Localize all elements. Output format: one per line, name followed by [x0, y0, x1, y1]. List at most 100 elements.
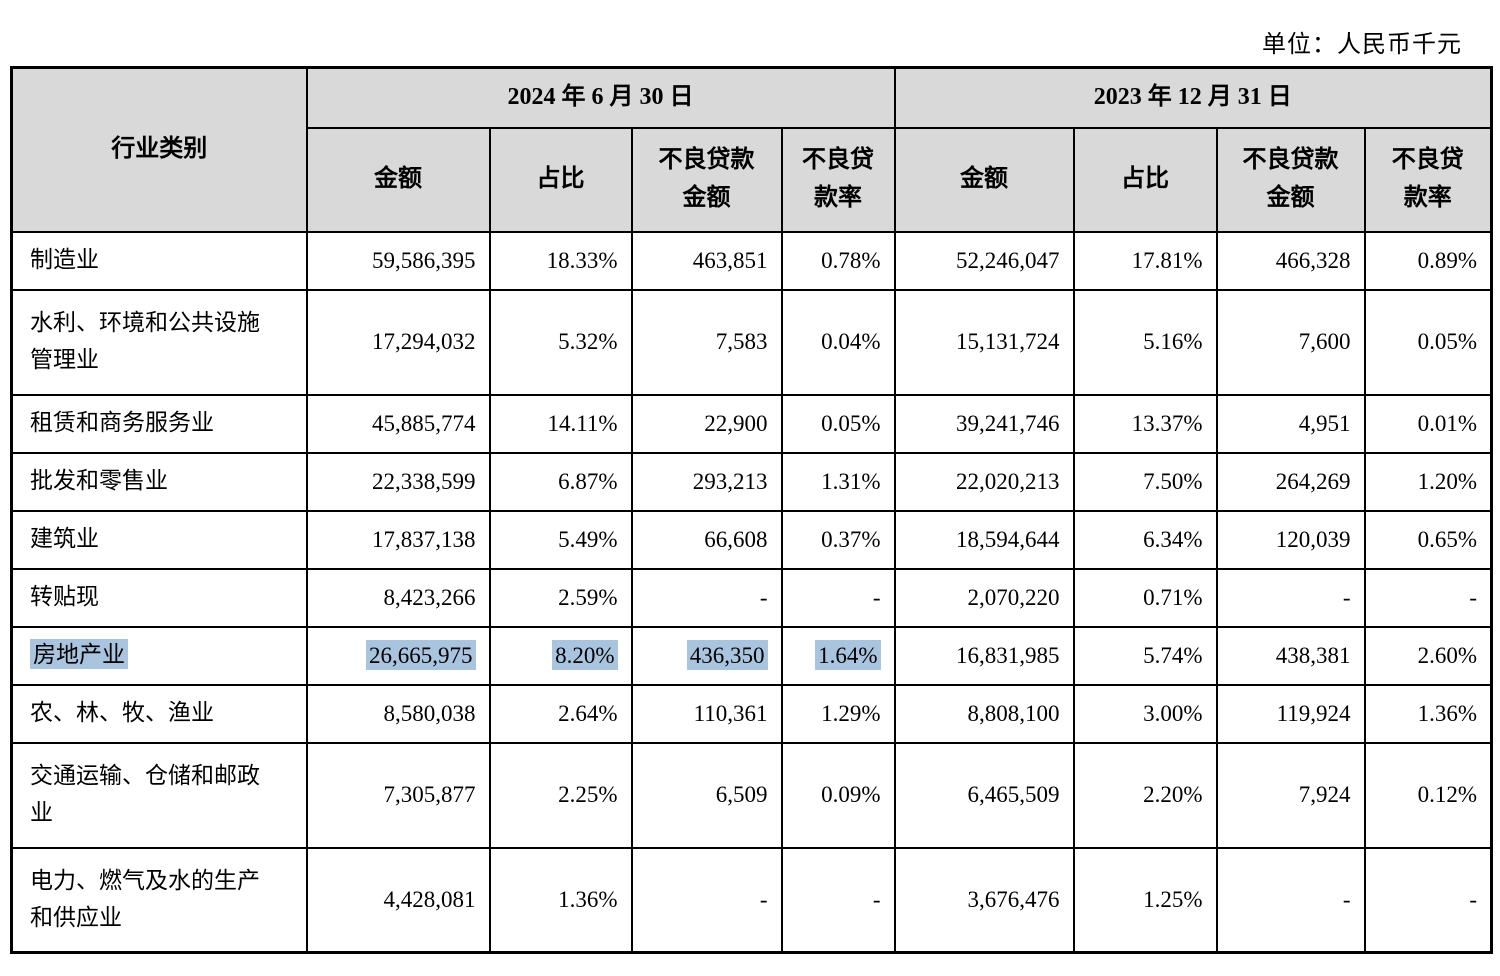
- value-cell: 2.20%: [1072, 741, 1218, 849]
- value-cell: 7,305,877: [305, 741, 491, 849]
- value-cell: 264,269: [1215, 451, 1366, 512]
- value-cell: 22,900: [630, 393, 783, 454]
- header-npl-amount-2023: 不良贷款 金额: [1215, 126, 1366, 233]
- cell-value: 1.64%: [815, 639, 881, 670]
- cell-value: 18,594,644: [956, 526, 1060, 552]
- table-row: 电力、燃气及水的生产 和供应业 4,428,081 1.36% - - 3,676,476…: [10, 846, 1493, 954]
- cell-value: 8,580,038: [383, 700, 476, 726]
- cell-value: 4,951: [1298, 410, 1351, 436]
- header-npl-rate-2024: 不良贷 款率: [780, 126, 896, 233]
- value-cell: 7,600: [1215, 288, 1366, 396]
- cell-value: 436,350: [686, 639, 768, 670]
- cell-value: 13.37%: [1131, 410, 1203, 436]
- value-cell: -: [1215, 846, 1366, 954]
- category-label: 租赁和商务服务业: [30, 410, 214, 436]
- value-cell: 120,039: [1215, 509, 1366, 570]
- cell-value: 1.25%: [1143, 886, 1203, 912]
- cell-value: 5.74%: [1143, 642, 1203, 668]
- cell-value: 22,900: [704, 410, 768, 436]
- cell-value: 22,020,213: [956, 468, 1060, 494]
- value-cell: -: [1215, 567, 1366, 628]
- value-cell: 2.59%: [488, 567, 633, 628]
- value-cell: 438,381: [1215, 625, 1366, 686]
- value-cell: 18,594,644: [893, 509, 1075, 570]
- cell-value: 6.34%: [1143, 526, 1203, 552]
- cell-value: 5.49%: [558, 526, 618, 552]
- cell-value: 7,600: [1298, 329, 1351, 354]
- cell-value: 14.11%: [547, 410, 618, 436]
- industry-category-cell: 交通运输、仓储和邮政 业: [10, 741, 308, 849]
- value-cell: 4,951: [1215, 393, 1366, 454]
- cell-value: 1.36%: [558, 886, 618, 912]
- header-sub-row: 金额 占比 不良贷款 金额 不良贷 款率 金额 占比 不良贷款 金额 不良贷 款…: [12, 126, 1493, 233]
- value-cell: 463,851: [630, 230, 783, 291]
- cell-value: 22,338,599: [372, 468, 476, 494]
- value-cell: 2.60%: [1363, 625, 1493, 686]
- cell-value: 119,924: [1276, 700, 1351, 726]
- value-cell: 22,020,213: [893, 451, 1075, 512]
- cell-value: 0.05%: [821, 410, 881, 436]
- header-proportion-2023: 占比: [1072, 126, 1218, 233]
- value-cell: 0.71%: [1072, 567, 1218, 628]
- cell-value: 7,924: [1298, 782, 1351, 807]
- cell-value: 5.16%: [1143, 329, 1203, 354]
- industry-category-cell: 农、林、牧、渔业: [10, 683, 308, 744]
- industry-category-cell: 批发和零售业: [10, 451, 308, 512]
- value-cell: 52,246,047: [893, 230, 1075, 291]
- loan-industry-table: 行业类别 2024 年 6 月 30 日 2023 年 12 月 31 日 金额…: [10, 66, 1493, 954]
- value-cell: 18.33%: [488, 230, 633, 291]
- category-label: 电力、燃气及水的生产 和供应业: [30, 867, 260, 930]
- cell-value: 7.50%: [1143, 468, 1203, 494]
- header-date-2023: 2023 年 12 月 31 日: [893, 66, 1493, 129]
- value-cell: 2.64%: [488, 683, 633, 744]
- value-cell: 7,924: [1215, 741, 1366, 849]
- cell-value: 18.33%: [546, 247, 618, 273]
- value-cell: 0.04%: [780, 288, 896, 396]
- cell-value: 438,381: [1275, 642, 1351, 668]
- cell-value: 0.71%: [1143, 584, 1203, 610]
- cell-value: 0.05%: [1417, 329, 1477, 354]
- table-row: 转贴现 8,423,266 2.59% - - 2,070,220 0.71% - -: [10, 567, 1493, 628]
- cell-value: 0.78%: [821, 247, 881, 273]
- cell-value: 59,586,395: [372, 247, 476, 273]
- cell-value: 2,070,220: [967, 584, 1060, 610]
- value-cell: -: [780, 846, 896, 954]
- cell-value: 8,423,266: [383, 584, 476, 610]
- value-cell: -: [1363, 846, 1493, 954]
- industry-category-cell: 电力、燃气及水的生产 和供应业: [10, 846, 308, 954]
- value-cell: 17,294,032: [305, 288, 491, 396]
- unit-label: 单位：人民币千元: [1262, 32, 1462, 58]
- value-cell: 1.31%: [780, 451, 896, 512]
- value-cell: 6,509: [630, 741, 783, 849]
- cell-value: -: [872, 584, 881, 610]
- cell-value: 66,608: [704, 526, 768, 552]
- cell-value: 17,837,138: [372, 526, 476, 552]
- value-cell: 1.29%: [780, 683, 896, 744]
- cell-value: 17,294,032: [372, 329, 476, 354]
- value-cell: 119,924: [1215, 683, 1366, 744]
- value-cell: 6.87%: [488, 451, 633, 512]
- cell-value: 5.32%: [558, 329, 618, 354]
- value-cell: 0.05%: [1363, 288, 1493, 396]
- value-cell: 3,676,476: [893, 846, 1075, 954]
- table-row: 房地产业 26,665,975 8.20% 436,350 1.64% 16,831,98…: [10, 625, 1493, 686]
- cell-value: 0.01%: [1417, 410, 1477, 436]
- cell-value: 45,885,774: [372, 410, 476, 436]
- cell-value: -: [1342, 584, 1351, 610]
- value-cell: 5.49%: [488, 509, 633, 570]
- cell-value: 2.64%: [558, 700, 618, 726]
- cell-value: 7,305,877: [383, 782, 476, 807]
- value-cell: 17.81%: [1072, 230, 1218, 291]
- cell-value: 6,465,509: [967, 782, 1060, 807]
- value-cell: 8,423,266: [305, 567, 491, 628]
- cell-value: 264,269: [1275, 468, 1351, 494]
- value-cell: 66,608: [630, 509, 783, 570]
- value-cell: 1.36%: [1363, 683, 1493, 744]
- table-row: 农、林、牧、渔业 8,580,038 2.64% 110,361 1.29% 8,808,…: [10, 683, 1493, 744]
- cell-value: 2.20%: [1143, 782, 1203, 807]
- cell-value: 0.65%: [1417, 526, 1477, 552]
- cell-value: 6,509: [715, 782, 768, 807]
- cell-value: 0.37%: [821, 526, 881, 552]
- value-cell: 7.50%: [1072, 451, 1218, 512]
- category-label: 房地产业: [30, 639, 128, 670]
